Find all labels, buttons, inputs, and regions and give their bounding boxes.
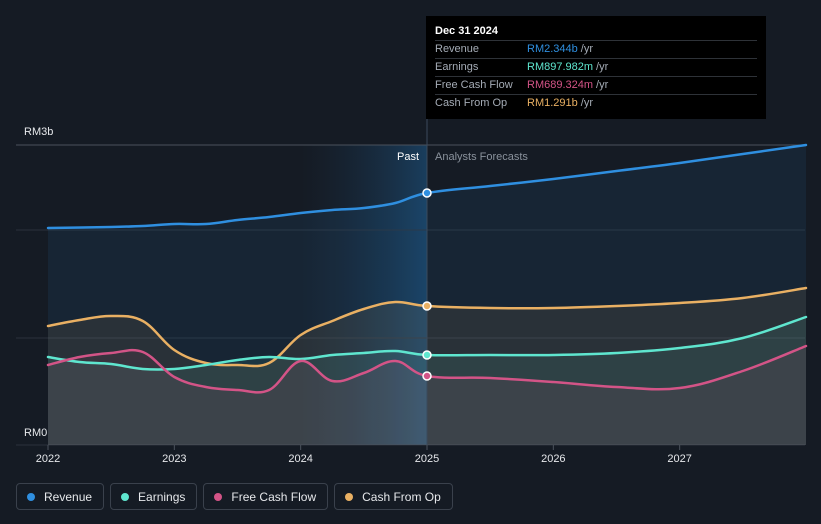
- legend-revenue[interactable]: Revenue: [16, 483, 105, 510]
- earnings-dot-icon: [121, 492, 130, 501]
- x-tick-label: 2023: [162, 453, 186, 465]
- legend-label: Earnings: [138, 489, 186, 504]
- divider-markers: [422, 188, 432, 381]
- x-tick-label: 2026: [541, 453, 565, 465]
- tooltip-value: RM897.982m: [527, 61, 594, 73]
- cash-from-op-dot-icon: [345, 492, 354, 501]
- tooltip-value: RM2.344b: [527, 43, 578, 55]
- gridlines: [16, 144, 805, 446]
- x-tick-label: 2027: [667, 453, 691, 465]
- past-region-band: [300, 145, 427, 445]
- tooltip-unit: /yr: [596, 79, 609, 91]
- tooltip-row-revenue: Revenue RM2.344b /yr: [435, 41, 757, 59]
- tooltip: Dec 31 2024 Revenue RM2.344b /yr Earning…: [426, 16, 766, 119]
- series-lines: [46, 143, 808, 394]
- legend-label: Free Cash Flow: [231, 489, 317, 504]
- tooltip-row-cash-from-op: Cash From Op RM1.291b /yr: [435, 95, 757, 112]
- x-axis-ticks: 2022 2023 2024 2025 2026 2027: [36, 445, 692, 465]
- x-tick-label: 2024: [288, 453, 312, 465]
- legend-earnings[interactable]: Earnings: [110, 483, 198, 510]
- earnings-marker: [422, 350, 432, 360]
- forecast-label: Analysts Forecasts: [435, 151, 528, 163]
- legend-cash-from-op[interactable]: Cash From Op: [334, 483, 453, 510]
- free-cash-flow-line: [46, 344, 808, 394]
- earnings-chart: Past Analysts Forecasts RM3b RM0 2022 202…: [16, 16, 808, 465]
- tooltip-value: RM1.291b: [527, 97, 578, 109]
- tooltip-unit: /yr: [580, 43, 593, 55]
- tooltip-value: RM689.324m: [527, 79, 594, 91]
- tooltip-unit: /yr: [596, 61, 609, 73]
- tooltip-row-earnings: Earnings RM897.982m /yr: [435, 59, 757, 77]
- tooltip-row-free-cash-flow: Free Cash Flow RM689.324m /yr: [435, 77, 757, 95]
- free-cash-flow-dot-icon: [214, 492, 223, 501]
- tooltip-label: Revenue: [435, 43, 480, 55]
- free-cash-flow-marker: [422, 371, 432, 381]
- past-label: Past: [397, 151, 419, 163]
- x-tick-label: 2022: [36, 453, 60, 465]
- y-axis-bottom-label: RM0: [24, 427, 47, 439]
- revenue-line: [46, 143, 808, 230]
- y-axis-top-label: RM3b: [24, 126, 53, 138]
- tooltip-label: Earnings: [435, 61, 479, 73]
- tooltip-unit: /yr: [580, 97, 593, 109]
- revenue-marker: [422, 188, 432, 198]
- legend-label: Revenue: [44, 489, 93, 504]
- cash-from-op-marker: [422, 301, 432, 311]
- cash-from-op-line: [46, 286, 808, 368]
- revenue-dot-icon: [27, 492, 35, 501]
- legend-free-cash-flow[interactable]: Free Cash Flow: [203, 483, 329, 510]
- tooltip-label: Free Cash Flow: [435, 79, 513, 91]
- legend-label: Cash From Op: [362, 489, 441, 504]
- earnings-line: [46, 315, 808, 371]
- x-tick-label: 2025: [415, 453, 439, 465]
- tooltip-label: Cash From Op: [435, 97, 508, 109]
- tooltip-date: Dec 31 2024: [435, 24, 757, 41]
- legend: Revenue Earnings Free Cash Flow Cash Fro…: [16, 483, 453, 510]
